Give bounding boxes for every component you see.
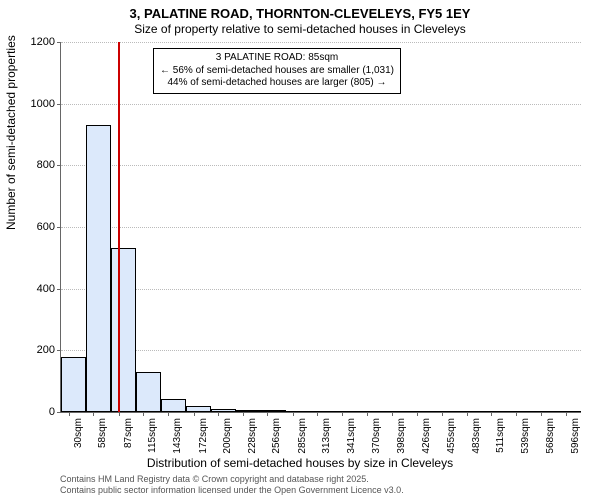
x-tick-mark — [541, 412, 542, 416]
histogram-bar — [460, 411, 485, 412]
attribution-line1: Contains HM Land Registry data © Crown c… — [60, 474, 404, 485]
histogram-bar — [186, 406, 211, 412]
plot-area: 3 PALATINE ROAD: 85sqm← 56% of semi-deta… — [60, 42, 581, 413]
gridline — [61, 165, 581, 166]
x-tick-mark — [317, 412, 318, 416]
info-box-line: 44% of semi-detached houses are larger (… — [160, 77, 394, 90]
y-tick-mark — [57, 104, 61, 105]
x-tick-mark — [69, 412, 70, 416]
y-tick-label: 600 — [15, 221, 55, 233]
histogram-bar — [211, 409, 236, 412]
gridline — [61, 289, 581, 290]
histogram-bar — [236, 410, 261, 412]
x-tick-mark — [119, 412, 120, 416]
y-axis-label: Number of semi-detached properties — [4, 35, 18, 230]
x-tick-mark — [243, 412, 244, 416]
histogram-bar — [136, 372, 161, 412]
x-tick-mark — [218, 412, 219, 416]
histogram-bar — [410, 411, 435, 412]
x-tick-mark — [566, 412, 567, 416]
histogram-bar — [86, 125, 111, 412]
y-tick-label: 1200 — [15, 36, 55, 48]
y-tick-label: 1000 — [15, 98, 55, 110]
histogram-bar — [261, 410, 286, 412]
y-tick-mark — [57, 165, 61, 166]
gridline — [61, 227, 581, 228]
x-tick-mark — [168, 412, 169, 416]
x-tick-mark — [442, 412, 443, 416]
y-tick-label: 0 — [15, 406, 55, 418]
x-tick-mark — [342, 412, 343, 416]
histogram-bar — [360, 411, 385, 412]
x-tick-mark — [467, 412, 468, 416]
x-tick-mark — [417, 412, 418, 416]
x-tick-mark — [392, 412, 393, 416]
y-tick-mark — [57, 350, 61, 351]
x-tick-mark — [293, 412, 294, 416]
histogram-bar — [335, 411, 360, 412]
x-tick-mark — [194, 412, 195, 416]
x-tick-mark — [93, 412, 94, 416]
chart-container: 3, PALATINE ROAD, THORNTON-CLEVELEYS, FY… — [0, 0, 600, 500]
y-tick-label: 400 — [15, 283, 55, 295]
attribution-text: Contains HM Land Registry data © Crown c… — [60, 474, 404, 496]
y-tick-mark — [57, 227, 61, 228]
histogram-bar — [286, 411, 311, 412]
histogram-bar — [161, 399, 186, 412]
reference-line — [118, 42, 120, 412]
gridline — [61, 104, 581, 105]
y-tick-mark — [57, 412, 61, 413]
x-tick-mark — [516, 412, 517, 416]
attribution-line2: Contains public sector information licen… — [60, 485, 404, 496]
x-tick-mark — [367, 412, 368, 416]
y-tick-mark — [57, 289, 61, 290]
histogram-bar — [310, 411, 335, 412]
gridline — [61, 42, 581, 43]
info-box-line: ← 56% of semi-detached houses are smalle… — [160, 65, 394, 78]
histogram-bar — [485, 411, 510, 412]
histogram-bar — [435, 411, 460, 412]
chart-title-sub: Size of property relative to semi-detach… — [0, 22, 600, 36]
info-box-line: 3 PALATINE ROAD: 85sqm — [160, 52, 394, 65]
y-tick-label: 800 — [15, 159, 55, 171]
chart-title-main: 3, PALATINE ROAD, THORNTON-CLEVELEYS, FY… — [0, 6, 600, 21]
histogram-bar — [535, 411, 560, 412]
gridline — [61, 350, 581, 351]
x-tick-mark — [267, 412, 268, 416]
histogram-bar — [560, 411, 581, 412]
y-tick-label: 200 — [15, 344, 55, 356]
histogram-bar — [385, 411, 410, 412]
x-tick-mark — [143, 412, 144, 416]
histogram-bar — [111, 248, 136, 412]
histogram-bar — [510, 411, 535, 412]
x-axis-label: Distribution of semi-detached houses by … — [0, 456, 600, 470]
info-box: 3 PALATINE ROAD: 85sqm← 56% of semi-deta… — [153, 48, 401, 94]
histogram-bar — [61, 357, 86, 412]
x-tick-mark — [491, 412, 492, 416]
y-tick-mark — [57, 42, 61, 43]
